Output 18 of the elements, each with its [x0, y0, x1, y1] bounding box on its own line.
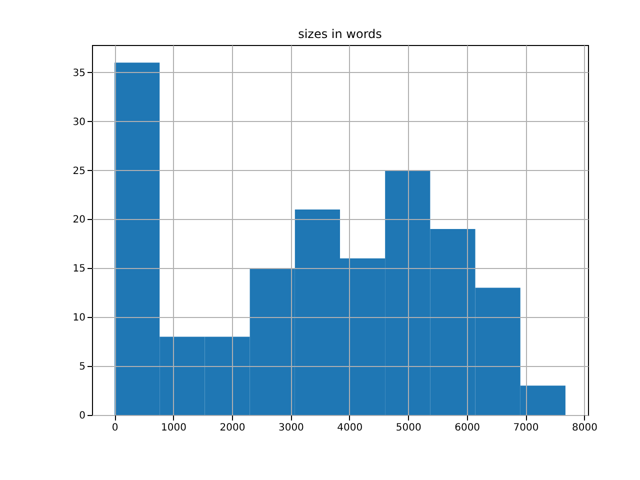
x-tick-label: 2000 — [220, 422, 246, 434]
x-tick-label: 0 — [112, 422, 118, 434]
y-tick-label: 5 — [79, 362, 86, 373]
x-tick-label: 7000 — [513, 422, 539, 434]
x-tick-label: 8000 — [572, 422, 598, 434]
chart-title: sizes in words — [298, 27, 382, 41]
x-tick-label: 1000 — [161, 422, 186, 434]
y-tick-label: 15 — [72, 264, 86, 275]
y-tick-label: 30 — [72, 116, 86, 128]
x-tick-label: 6000 — [454, 422, 480, 434]
x-tick-label: 5000 — [396, 422, 422, 434]
y-tick-label: 35 — [72, 68, 86, 79]
x-tick-label: 4000 — [337, 422, 363, 434]
y-tick-label: 10 — [72, 312, 86, 324]
y-tick-label: 0 — [79, 410, 86, 422]
y-tick-label: 20 — [72, 214, 86, 226]
y-tick-label: 25 — [72, 166, 86, 177]
x-tick-label: 3000 — [278, 422, 304, 434]
